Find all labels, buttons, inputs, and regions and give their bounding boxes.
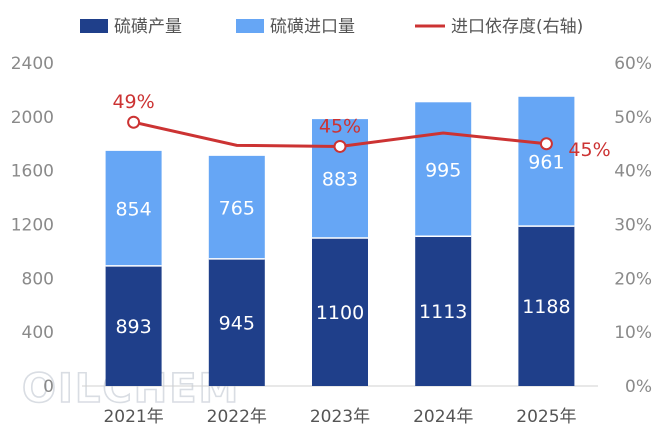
bars: 893 854 945 765 1100 883 1113 995 1188 961	[105, 96, 575, 386]
bar-import	[105, 150, 162, 266]
x-axis-tick: 2023年	[310, 407, 370, 427]
left-axis-tick: 800	[22, 269, 54, 289]
left-axis-tick: 400	[22, 323, 54, 343]
dependence-marker	[539, 137, 553, 151]
left-axis-tick: 0	[43, 377, 54, 397]
bar-import	[518, 96, 575, 227]
legend-label-production: 硫磺产量	[114, 17, 182, 37]
bar-production	[105, 265, 162, 386]
bar-label-import: 961	[528, 151, 564, 173]
legend: 硫磺产量 硫磺进口量 进口依存度(右轴)	[80, 17, 583, 37]
legend-label-import: 硫磺进口量	[270, 17, 355, 37]
bar-label-import: 883	[322, 169, 358, 191]
right-axis-tick: 50%	[614, 108, 652, 128]
bar-label-import: 854	[115, 198, 151, 220]
bar-label-import: 765	[219, 197, 255, 219]
right-axis-tick: 20%	[614, 269, 652, 289]
left-axis-tick: 2400	[11, 54, 54, 74]
x-axis-tick: 2021年	[103, 407, 163, 427]
right-axis-tick: 40%	[614, 162, 652, 182]
legend-label-dependence: 进口依存度(右轴)	[451, 17, 583, 37]
right-axis-tick: 0%	[625, 377, 652, 397]
dependence-line: 49% 45% 45%	[112, 91, 610, 161]
left-axis-tick: 1200	[11, 216, 54, 236]
axes: 0 400 800 1200 1600 2000 2400 0% 10% 20% 30% 40% 50%…	[11, 54, 652, 427]
bar-label-production: 945	[219, 312, 255, 334]
right-axis-tick: 10%	[614, 323, 652, 343]
left-axis-tick: 1600	[11, 162, 54, 182]
bar-production	[312, 237, 368, 386]
bar-production	[208, 258, 265, 386]
dependence-marker	[333, 139, 347, 153]
left-axis-tick: 2000	[11, 108, 54, 128]
x-axis-tick: 2022年	[207, 407, 267, 427]
bar-label-production: 1188	[522, 296, 570, 318]
bar-production	[415, 236, 472, 386]
dependence-label: 45%	[319, 115, 361, 137]
bar-import	[312, 119, 368, 238]
legend-swatch-import	[236, 19, 264, 33]
x-axis-tick: 2024年	[413, 407, 473, 427]
right-axis-tick: 30%	[614, 216, 652, 236]
legend-swatch-production	[80, 19, 108, 33]
bar-import	[208, 155, 265, 259]
bar-label-production: 1113	[419, 301, 467, 323]
bar-label-production: 1100	[316, 302, 364, 324]
bar-label-production: 893	[115, 316, 151, 338]
dependence-label: 49%	[112, 91, 154, 113]
dependence-marker	[127, 115, 141, 129]
bar-import	[415, 102, 472, 237]
bar-label-import: 995	[425, 159, 461, 181]
right-axis-tick: 60%	[614, 54, 652, 74]
bar-production	[518, 226, 575, 386]
x-axis-tick: 2025年	[516, 407, 576, 427]
dependence-label: 45%	[568, 139, 610, 161]
